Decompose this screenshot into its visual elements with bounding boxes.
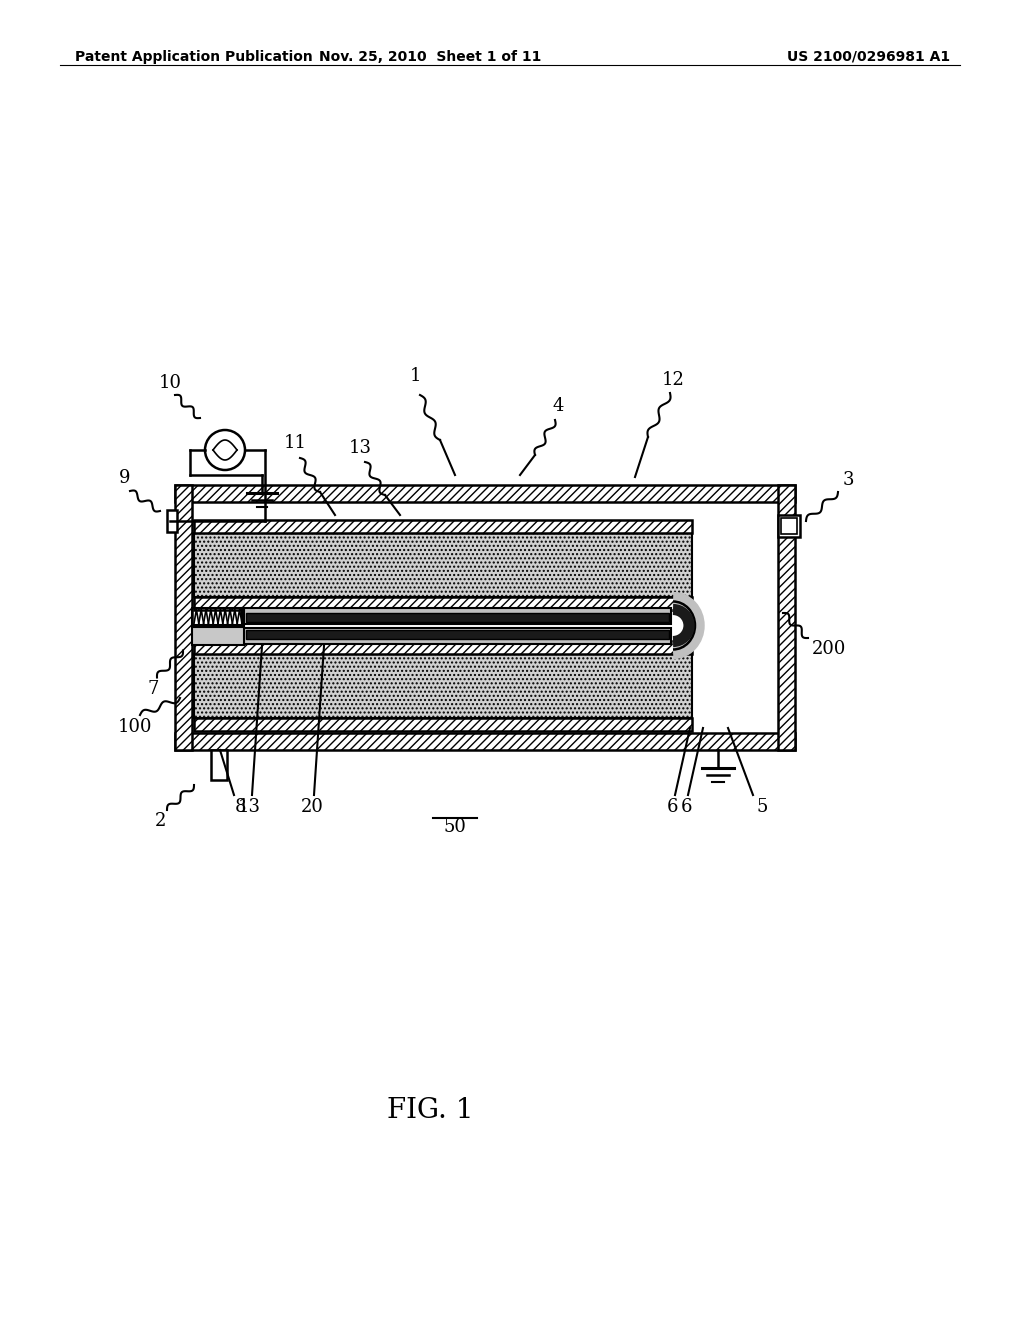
Text: Patent Application Publication: Patent Application Publication [75, 50, 312, 63]
Text: 50: 50 [443, 818, 467, 836]
Text: Nov. 25, 2010  Sheet 1 of 11: Nov. 25, 2010 Sheet 1 of 11 [318, 50, 542, 63]
Bar [194, 653, 692, 718]
Text: 7: 7 [147, 681, 159, 698]
Text: 3: 3 [843, 471, 854, 488]
Text: 6: 6 [667, 799, 678, 816]
Bar [194, 597, 692, 610]
Text: 20: 20 [301, 799, 324, 816]
Bar [175, 484, 795, 502]
Text: 1: 1 [410, 367, 421, 385]
Bar [242, 627, 671, 644]
Bar [194, 718, 692, 731]
Text: 5: 5 [756, 799, 767, 816]
Bar [194, 520, 692, 533]
Text: 4: 4 [552, 397, 563, 414]
Bar [246, 630, 669, 639]
Bar [194, 642, 692, 653]
Bar [193, 607, 244, 624]
Text: 12: 12 [662, 371, 684, 389]
Text: US 2100/0296981 A1: US 2100/0296981 A1 [786, 50, 950, 63]
Text: 200: 200 [812, 640, 847, 657]
Bar [167, 510, 177, 532]
Text: 9: 9 [119, 469, 131, 487]
Text: 8: 8 [234, 799, 247, 816]
Text: 13: 13 [238, 799, 260, 816]
Bar [211, 750, 227, 780]
Bar [781, 517, 797, 535]
Text: 6: 6 [680, 799, 692, 816]
Text: FIG. 1: FIG. 1 [387, 1097, 473, 1123]
Bar [778, 484, 795, 750]
Bar [193, 502, 778, 733]
Bar [246, 612, 669, 622]
Text: 100: 100 [118, 718, 153, 737]
Bar [193, 627, 244, 644]
Bar [175, 484, 193, 750]
Text: 13: 13 [348, 440, 372, 457]
Text: 10: 10 [159, 374, 181, 392]
Bar [194, 533, 692, 597]
Bar [778, 515, 800, 537]
Text: 2: 2 [155, 812, 166, 830]
Bar [242, 607, 671, 623]
Text: 11: 11 [284, 434, 306, 451]
Bar [175, 733, 795, 750]
